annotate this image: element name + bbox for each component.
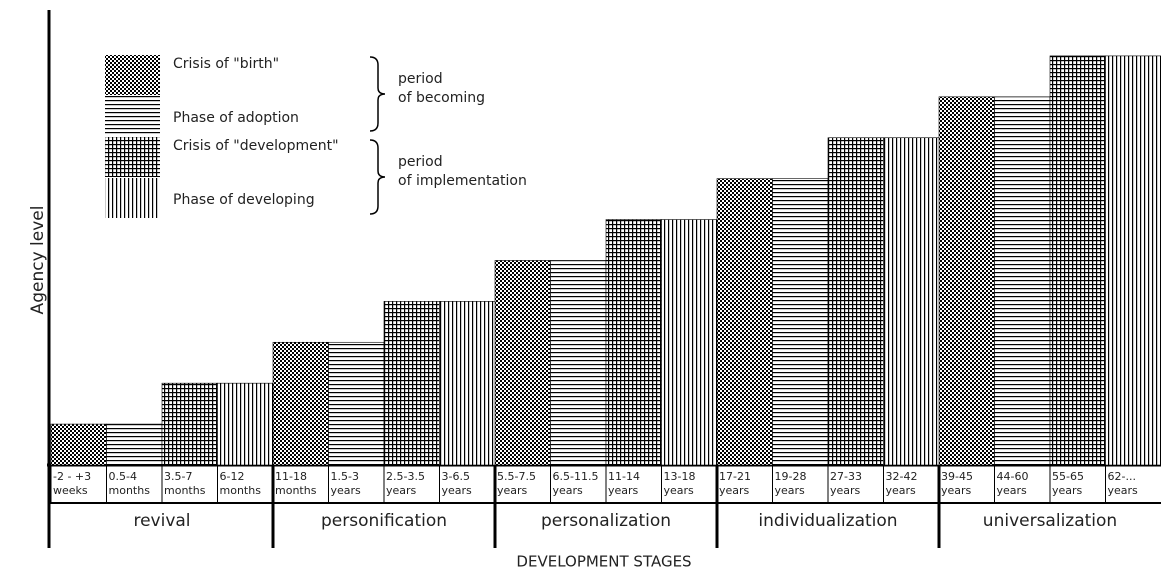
bar: [994, 96, 1051, 466]
legend-label: Crisis of "development": [173, 138, 339, 154]
x-tick-label: 0.5-4 months: [109, 470, 151, 497]
legend-swatch: [105, 96, 160, 136]
stage-label: universalization: [983, 511, 1117, 531]
legend-label: Phase of developing: [173, 192, 315, 208]
x-tick-label: 44-60 years: [997, 470, 1029, 497]
bar: [550, 260, 607, 466]
x-tick-label: 3-6.5 years: [442, 470, 473, 497]
bar: [716, 178, 773, 466]
x-tick-label: 6.5-11.5 years: [553, 470, 599, 497]
legend-swatch: [105, 55, 160, 95]
legend-swatch: [105, 178, 160, 218]
legend-group-label: period of implementation: [398, 154, 527, 189]
bar: [827, 137, 884, 466]
stage-label: personification: [321, 511, 447, 531]
stage-label: revival: [133, 511, 190, 531]
bar: [272, 341, 329, 466]
bar: [1105, 55, 1161, 466]
x-tick-label: 2.5-3.5 years: [386, 470, 425, 497]
bar: [439, 301, 496, 466]
stage-label: personalization: [541, 511, 671, 531]
legend-swatch: [105, 137, 160, 177]
x-tick-label: 55-65 years: [1052, 470, 1084, 497]
bar: [494, 260, 551, 466]
legend-label: Phase of adoption: [173, 110, 299, 126]
x-tick-label: 19-28 years: [775, 470, 807, 497]
bar: [772, 178, 829, 466]
x-tick-label: 27-33 years: [830, 470, 862, 497]
x-tick-label: 62-... years: [1108, 470, 1139, 497]
x-tick-label: 32-42 years: [886, 470, 918, 497]
bar: [938, 96, 995, 466]
x-axis-label: DEVELOPMENT STAGES: [516, 553, 691, 571]
stage-label: individualization: [758, 511, 897, 531]
x-tick-label: 13-18 years: [664, 470, 696, 497]
legend-brace: [369, 139, 386, 215]
bar: [383, 301, 440, 466]
bar: [217, 382, 274, 466]
x-tick-label: 5.5-7.5 years: [497, 470, 536, 497]
legend-group-label: period of becoming: [398, 71, 485, 106]
x-tick-label: -2 - +3 weeks: [53, 470, 91, 497]
bar: [661, 219, 718, 466]
x-tick-label: 6-12 months: [220, 470, 262, 497]
x-tick-label: 39-45 years: [941, 470, 973, 497]
bar: [1049, 55, 1106, 466]
x-tick-label: 11-14 years: [608, 470, 640, 497]
x-tick-label: 17-21 years: [719, 470, 751, 497]
bar: [605, 219, 662, 466]
bar: [883, 137, 940, 466]
x-tick-label: 1.5-3 years: [331, 470, 362, 497]
x-tick-label: 11-18 months: [275, 470, 317, 497]
legend-label: Crisis of "birth": [173, 56, 279, 72]
x-tick-label: 3.5-7 months: [164, 470, 206, 497]
legend-brace: [369, 56, 386, 132]
bar: [106, 423, 163, 466]
bar: [50, 423, 107, 466]
y-axis-label: Agency level: [28, 206, 48, 315]
bar: [328, 341, 385, 466]
bar: [161, 382, 218, 466]
